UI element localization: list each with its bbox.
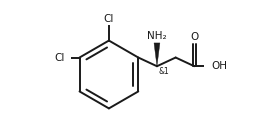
Polygon shape	[154, 43, 160, 66]
Text: Cl: Cl	[104, 14, 114, 24]
Text: OH: OH	[211, 61, 227, 71]
Text: &1: &1	[159, 67, 169, 76]
Text: O: O	[190, 32, 199, 42]
Text: NH₂: NH₂	[147, 31, 167, 41]
Text: Cl: Cl	[54, 53, 65, 63]
